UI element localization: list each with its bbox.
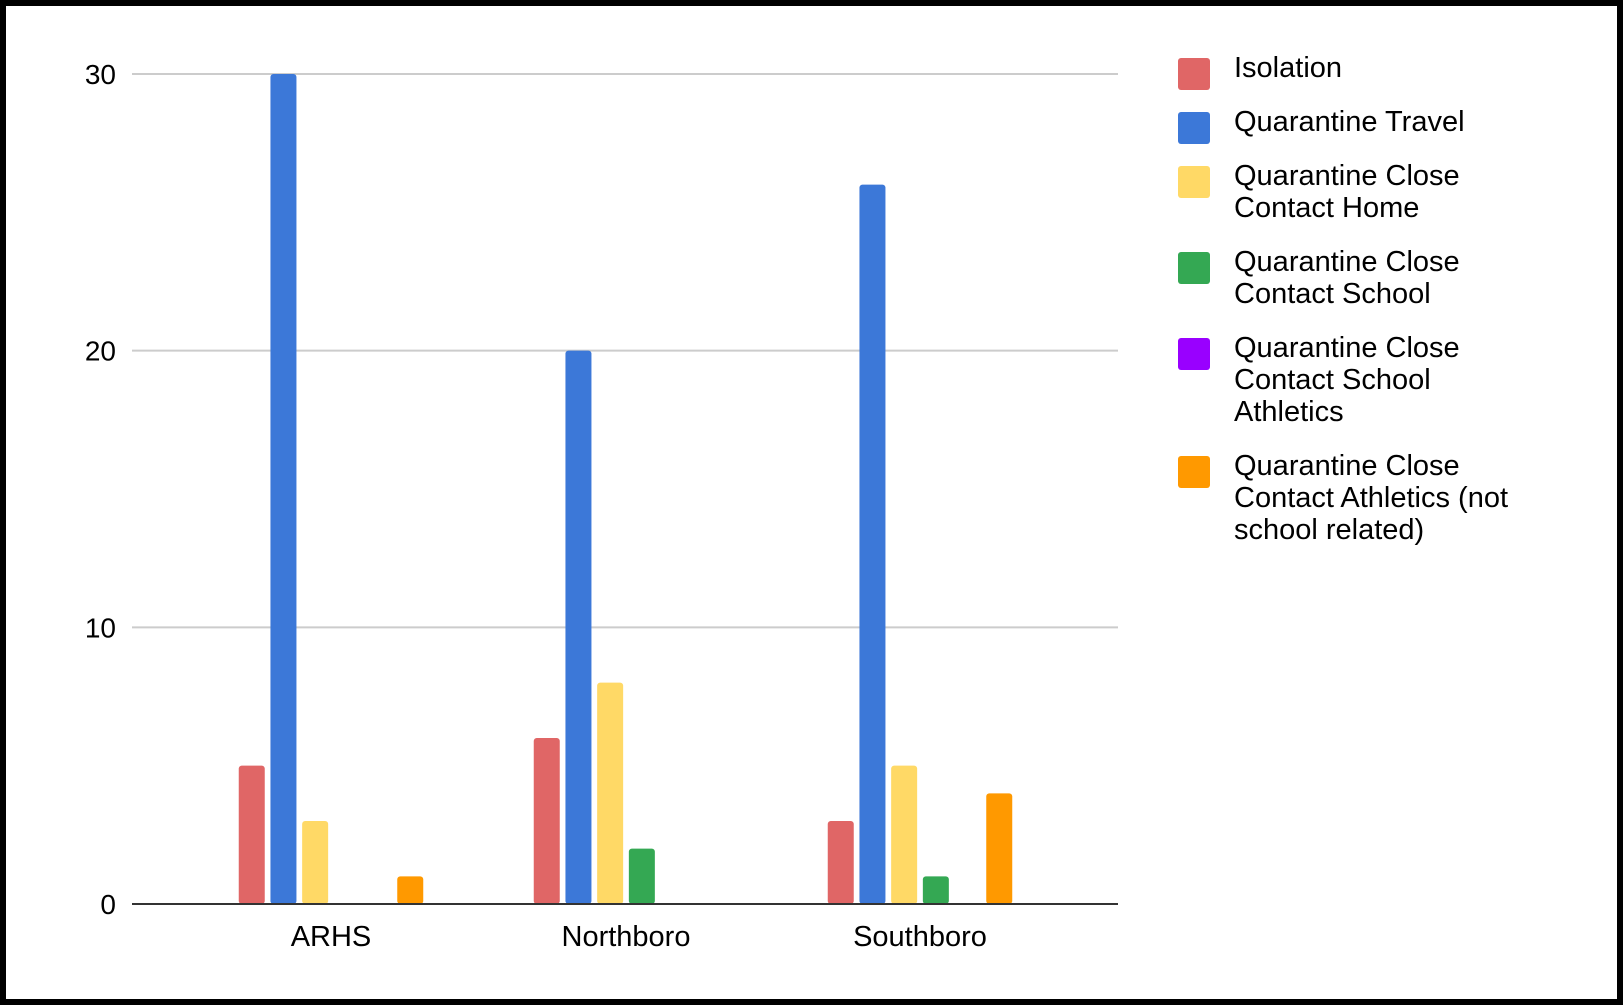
bar-northboro-series-1 [565, 350, 592, 905]
bar-southboro-series-0 [827, 821, 854, 904]
bar-southboro-series-3 [922, 876, 949, 904]
bar-northboro-series-2 [597, 682, 624, 904]
y-tick-label: 10 [85, 612, 116, 643]
legend-swatch [1178, 166, 1210, 198]
y-tick-label: 20 [85, 336, 116, 367]
legend-item-close-contact-home: Quarantine Close Contact Home [1178, 160, 1598, 224]
bar-southboro-series-2 [891, 765, 918, 904]
x-category-label: Southboro [853, 921, 987, 953]
bar-northboro-series-3 [628, 848, 655, 904]
bar-southboro-series-1 [859, 184, 886, 904]
bar-arhs-series-0 [238, 765, 265, 904]
legend-item-quarantine-travel: Quarantine Travel [1178, 106, 1598, 144]
legend: Isolation Quarantine Travel Quarantine C… [1178, 52, 1598, 568]
legend-swatch [1178, 338, 1210, 370]
bar-arhs-series-2 [302, 821, 329, 904]
legend-item-close-contact-athletics-not-school: Quarantine Close Contact Athletics (not … [1178, 450, 1598, 546]
legend-label: Isolation [1234, 52, 1343, 84]
legend-label: Quarantine Close Contact Home [1234, 160, 1460, 224]
y-axis-tick-labels: 0 10 20 30 [85, 59, 116, 920]
x-category-label: ARHS [291, 921, 372, 953]
legend-label: Quarantine Close Contact School Athletic… [1234, 332, 1460, 428]
legend-label: Quarantine Close Contact Athletics (not … [1234, 450, 1509, 546]
bars [238, 74, 1013, 905]
legend-swatch [1178, 112, 1210, 144]
x-axis-category-labels: ARHS Northboro Southboro [291, 921, 987, 953]
legend-label: Quarantine Travel [1234, 106, 1465, 138]
y-tick-label: 0 [100, 889, 116, 920]
bar-northboro-series-0 [533, 738, 560, 904]
legend-swatch [1178, 58, 1210, 90]
bar-arhs-series-5 [397, 876, 424, 904]
bar-southboro-series-5 [986, 793, 1013, 904]
legend-item-isolation: Isolation [1178, 52, 1598, 90]
legend-label: Quarantine Close Contact School [1234, 246, 1460, 310]
bar-arhs-series-1 [270, 74, 297, 904]
y-tick-label: 30 [85, 59, 116, 90]
legend-item-close-contact-school: Quarantine Close Contact School [1178, 246, 1598, 310]
x-category-label: Northboro [562, 921, 691, 953]
legend-swatch [1178, 456, 1210, 488]
legend-item-close-contact-school-athletics: Quarantine Close Contact School Athletic… [1178, 332, 1598, 428]
legend-swatch [1178, 252, 1210, 284]
